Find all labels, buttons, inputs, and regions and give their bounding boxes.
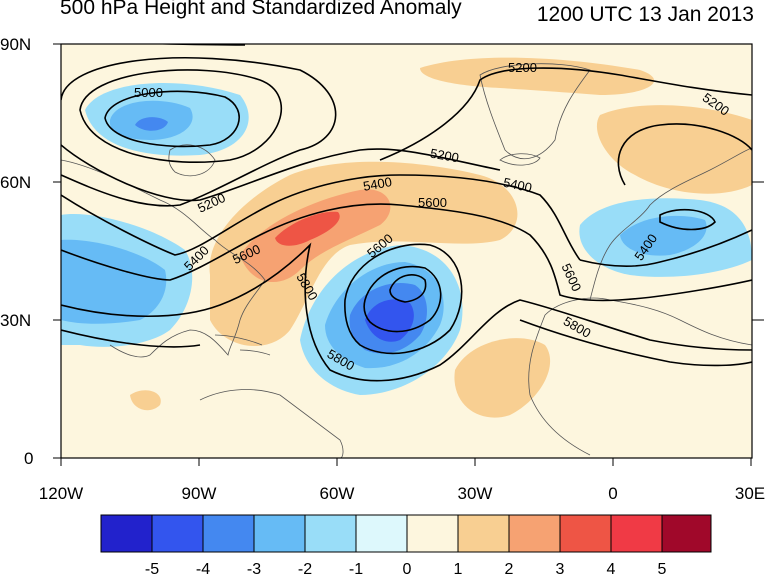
coastline-africa bbox=[528, 297, 752, 456]
contour-5200-west bbox=[61, 57, 337, 207]
contour-5200-scandinavia bbox=[617, 123, 752, 186]
lon-label: 30W bbox=[457, 484, 493, 503]
anomaly-positive-scandinavia bbox=[596, 105, 752, 194]
contour-label: 5600 bbox=[418, 195, 447, 210]
contour-label: 5200 bbox=[429, 146, 460, 166]
contour-5600-inner-low-2 bbox=[363, 265, 442, 333]
lon-label: 0 bbox=[608, 484, 618, 503]
anomaly-positive-africa bbox=[454, 338, 551, 418]
colorbar-label: 3 bbox=[555, 561, 565, 578]
contour-label: 5400 bbox=[502, 175, 533, 196]
coastline-north-america bbox=[61, 159, 266, 358]
axis-ticks bbox=[53, 43, 764, 466]
colorbar-swatch bbox=[406, 514, 459, 553]
coastline-caribbean bbox=[214, 334, 271, 356]
map-title: 500 hPa Height and Standardized Anomaly bbox=[60, 0, 462, 19]
contour-5800-main bbox=[61, 242, 752, 382]
colorbar-swatch bbox=[304, 514, 357, 553]
lat-label: 90N bbox=[0, 35, 32, 54]
contour-label: 5400 bbox=[362, 174, 393, 194]
colorbar-swatch bbox=[355, 514, 408, 553]
contour-5800-africa bbox=[519, 319, 752, 367]
colorbar bbox=[100, 514, 712, 553]
contour-5600-inner-low bbox=[344, 243, 463, 355]
lat-label: 0 bbox=[24, 449, 34, 468]
lon-label: 30E bbox=[734, 484, 766, 503]
contour-label: 5200 bbox=[508, 60, 537, 75]
coastline-south-america bbox=[199, 389, 344, 458]
contour-5600-inner-low-3 bbox=[389, 274, 427, 303]
colorbar-swatch bbox=[661, 514, 712, 553]
contour-label: 5000 bbox=[134, 85, 163, 100]
colorbar-swatch bbox=[610, 514, 663, 553]
colorbar-label: -5 bbox=[144, 561, 160, 578]
contour-5600-main bbox=[61, 203, 752, 302]
lat-label: 30N bbox=[0, 311, 32, 330]
lon-label: 120W bbox=[38, 484, 84, 503]
lat-label: 60N bbox=[0, 173, 32, 192]
colorbar-swatch bbox=[559, 514, 612, 553]
contour-5200-mid bbox=[61, 144, 501, 202]
coastline-greenland bbox=[479, 63, 591, 159]
coastlines bbox=[61, 63, 752, 458]
colorbar-swatch bbox=[202, 514, 255, 553]
anomaly-negative-europe-core bbox=[620, 215, 707, 256]
colorbar-label: -2 bbox=[297, 561, 313, 578]
lon-label: 90W bbox=[181, 484, 217, 503]
colorbar-label: -1 bbox=[348, 561, 364, 578]
colorbar-swatch bbox=[508, 514, 561, 553]
contour-5000-inner bbox=[104, 90, 240, 148]
map-datetime: 1200 UTC 13 Jan 2013 bbox=[536, 3, 754, 26]
lon-label: 60W bbox=[319, 484, 355, 503]
anomaly-positive-ridge-peak bbox=[275, 211, 340, 246]
contour-5000-outer bbox=[79, 69, 283, 163]
colorbar-label: 1 bbox=[453, 561, 463, 578]
colorbar-label: 5 bbox=[657, 561, 667, 578]
anomaly-positive-atlantic-ridge bbox=[209, 161, 518, 347]
contour-5400-loop bbox=[659, 208, 716, 231]
anomaly-negative-canada-center bbox=[135, 117, 168, 131]
colorbar-swatch bbox=[100, 514, 153, 553]
colorbar-swatch bbox=[457, 514, 510, 553]
anomaly-positive-caribbean bbox=[130, 390, 161, 411]
colorbar-label: 2 bbox=[504, 561, 514, 578]
colorbar-label: -4 bbox=[195, 561, 211, 578]
coastline-europe bbox=[589, 147, 752, 301]
contour-5400-west bbox=[61, 174, 581, 261]
contour-5400-europe bbox=[579, 229, 752, 267]
contour-5200-north bbox=[379, 67, 752, 161]
colorbar-label: 4 bbox=[606, 561, 616, 578]
coastline-iceland bbox=[499, 153, 541, 166]
height-contours bbox=[61, 44, 752, 382]
anomaly-shading bbox=[61, 57, 752, 418]
contour-5800-south bbox=[61, 329, 201, 348]
map-frame bbox=[60, 43, 753, 459]
colorbar-swatch bbox=[151, 514, 204, 553]
colorbar-label: -3 bbox=[246, 561, 262, 578]
colorbar-label: 0 bbox=[402, 561, 412, 578]
colorbar-swatch bbox=[253, 514, 306, 553]
anomaly-negative-western-us-core bbox=[61, 239, 167, 324]
contour-polar-line bbox=[143, 44, 246, 46]
